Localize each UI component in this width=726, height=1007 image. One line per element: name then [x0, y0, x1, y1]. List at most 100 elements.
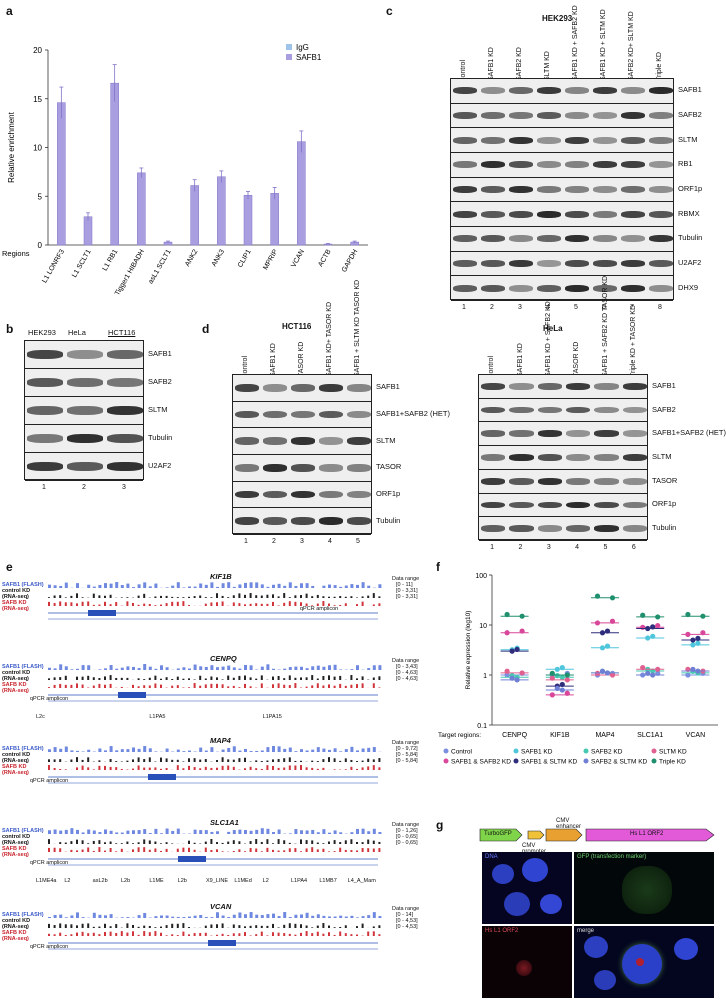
- kd-signal-bar: [311, 685, 314, 688]
- flash-signal-bar: [48, 584, 51, 588]
- kd-signal-bar: [76, 603, 78, 606]
- flash-signal-bar: [300, 583, 303, 588]
- control-signal-bar: [372, 677, 375, 680]
- c-column-label: control: [460, 59, 467, 81]
- control-signal-bar: [64, 842, 67, 844]
- control-signal-bar: [311, 675, 314, 680]
- category-label: L1 LONRF3: [41, 248, 66, 284]
- control-signal-bar: [143, 593, 146, 598]
- legend-swatch: [443, 748, 449, 754]
- control-signal-bar: [244, 926, 246, 928]
- kd-signal-bar: [221, 933, 224, 936]
- kd-signal-bar: [143, 603, 146, 606]
- control-signal-bar: [333, 840, 336, 844]
- control-signal-bar: [59, 595, 62, 598]
- panel-c-blot: HEK293 control SAFB1 KD SAFB2 KD SLTM KD SAFB…: [450, 5, 726, 313]
- track-signal: [48, 828, 382, 866]
- control-signal-bar: [249, 925, 252, 928]
- category-label: ACTB: [317, 248, 333, 268]
- control-signal-bar: [266, 925, 269, 928]
- flash-signal-bar: [372, 828, 376, 834]
- control-signal-bar: [300, 924, 302, 928]
- c-band: [565, 185, 589, 194]
- control-signal-bar: [160, 678, 162, 680]
- c-band: [593, 259, 617, 268]
- flash-signal-bar: [193, 915, 197, 918]
- flash-signal-bar: [182, 667, 186, 670]
- c-band: [621, 210, 645, 218]
- data-point: [604, 628, 611, 634]
- control-signal-bar: [378, 841, 381, 844]
- flash-signal-bar: [339, 586, 343, 588]
- control-signal-bar: [76, 757, 78, 762]
- data-range-value: [0 - 0,65]: [396, 840, 418, 846]
- kd-signal-bar: [260, 683, 263, 688]
- kd-signal-bar: [87, 933, 90, 936]
- kd-signal-bar: [92, 932, 95, 936]
- kd-signal-bar: [333, 769, 336, 770]
- control-signal-bar: [311, 760, 314, 762]
- track-label: (RNA-seq): [2, 606, 29, 612]
- c-band: [481, 210, 505, 218]
- control-signal-bar: [154, 841, 157, 844]
- flash-signal-bar: [70, 669, 74, 670]
- c-band: [621, 185, 645, 194]
- c-band: [481, 87, 505, 95]
- kd-signal-bar: [199, 685, 202, 688]
- kd-signal-bar: [137, 604, 140, 606]
- control-signal-bar: [238, 758, 241, 762]
- track-SLC1A1: SLC1A1 SAFB1 (FLASH) control KD (RNA-seq) SA…: [0, 816, 430, 896]
- control-signal-bar: [204, 597, 207, 598]
- flash-signal-bar: [120, 749, 124, 752]
- data-point: [594, 593, 601, 599]
- flash-signal-bar: [126, 749, 130, 752]
- kd-signal-bar: [193, 849, 196, 852]
- control-signal-bar: [322, 759, 325, 762]
- kd-signal-bar: [260, 768, 263, 770]
- control-signal-bar: [210, 676, 213, 680]
- flash-signal-bar: [305, 668, 309, 670]
- control-signal-bar: [221, 595, 224, 598]
- kd-signal-bar: [255, 768, 258, 770]
- kd-signal-bar: [81, 601, 84, 606]
- flash-signal-bar: [300, 830, 303, 834]
- c-band: [453, 185, 477, 194]
- panel-a-bar-chart: 0 5 10 15 20 Relative enrichment Regions L1 LON…: [2, 43, 368, 297]
- kd-signal-bar: [104, 850, 106, 852]
- control-signal-bar: [76, 839, 78, 844]
- c-band: [481, 161, 505, 169]
- kd-signal-bar: [311, 767, 314, 770]
- control-signal-bar: [361, 676, 364, 680]
- control-signal-bar: [288, 923, 291, 928]
- kd-signal-bar: [171, 601, 174, 606]
- flash-signal-bar: [204, 584, 208, 588]
- kd-signal-bar: [109, 604, 112, 606]
- flash-signal-bar: [70, 915, 74, 918]
- d2-row-label: TASOR: [652, 475, 678, 485]
- track-MAP4: MAP4 SAFB1 (FLASH) control KD (RNA-seq) SAFB…: [0, 734, 430, 814]
- control-signal-bar: [182, 597, 185, 598]
- flash-signal-bar: [372, 747, 376, 752]
- d2-column-label: TASOR KD: [573, 341, 581, 377]
- d2-band: [594, 382, 619, 390]
- kd-signal-bar: [328, 932, 330, 936]
- kd-signal-bar: [316, 849, 319, 852]
- kd-signal-bar: [48, 765, 50, 770]
- control-signal-bar: [356, 926, 358, 928]
- kd-signal-bar: [322, 685, 325, 688]
- control-signal-bar: [98, 595, 101, 598]
- c-lane-number: 6: [602, 304, 606, 311]
- gene-exon: [88, 610, 116, 616]
- flash-signal-bar: [92, 830, 96, 834]
- track-KIF1B: KIF1B SAFB1 (FLASH) control KD (RNA-seq) SAF…: [0, 570, 430, 650]
- flash-signal-bar: [132, 587, 135, 588]
- d2-row-label: SAFB1+SAFB2 (HET): [652, 428, 726, 438]
- c-lane-number: 1: [462, 304, 466, 311]
- control-signal-bar: [300, 677, 302, 680]
- control-signal-bar: [339, 842, 342, 844]
- flash-signal-bar: [188, 916, 191, 918]
- c-column-label: SAFB1 KD + SAFB2 KD: [572, 5, 579, 81]
- track-label: (RNA-seq): [2, 758, 29, 764]
- control-signal-bar: [333, 596, 336, 598]
- data-range-value: [0 - 5,84]: [396, 752, 418, 758]
